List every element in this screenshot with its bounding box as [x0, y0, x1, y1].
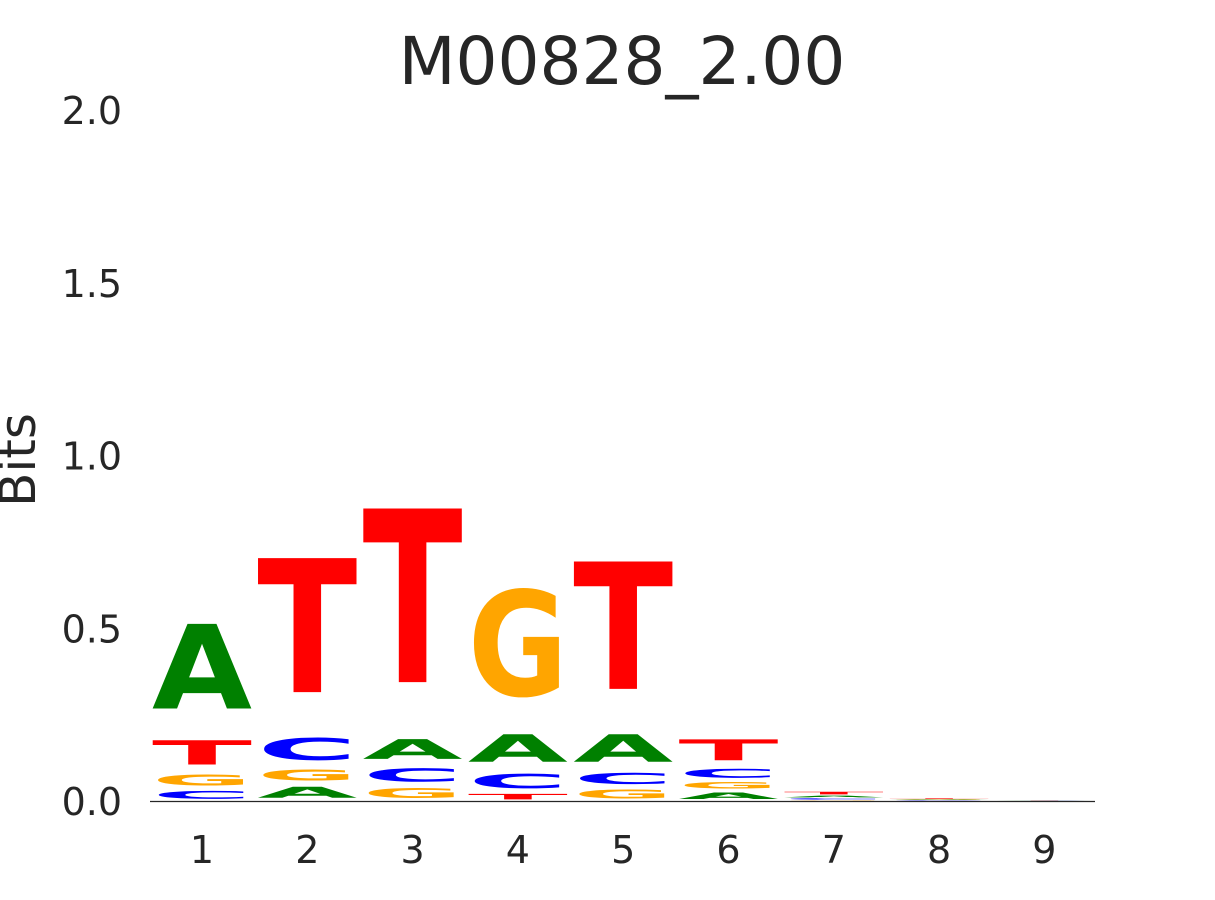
letter-G: G: [889, 800, 989, 801]
letter-C: C: [363, 765, 463, 786]
letter-C: C: [784, 798, 884, 800]
letter-A: A: [889, 799, 989, 800]
y-tick-label: 0.5: [62, 607, 122, 651]
x-tick-label: 8: [927, 828, 951, 872]
letter-C: C: [468, 770, 568, 793]
chart-title: M00828_2.00: [399, 23, 846, 100]
x-tick-label: 6: [716, 828, 740, 872]
x-tick-label: 1: [190, 828, 214, 872]
letter-G: G: [363, 786, 463, 802]
letter-G: G: [257, 767, 357, 785]
x-tick-label: 4: [506, 828, 530, 872]
letter-G: G: [679, 780, 779, 790]
y-tick-label: 1.0: [62, 435, 122, 479]
y-axis-ticks: 0.0 0.5 1.0 1.5 2.0: [62, 89, 122, 824]
letter-G: G: [468, 561, 568, 730]
letter-G: G: [573, 787, 673, 801]
letter-C: C: [679, 766, 779, 780]
letter-T: T: [784, 791, 884, 795]
letter-T: T: [679, 734, 779, 767]
y-axis-label: Bits: [0, 413, 47, 507]
letter-A: A: [679, 791, 779, 802]
x-tick-label: 2: [295, 828, 319, 872]
letter-stacks: CGTAAGCTGCATTCAGGCATAGCTGCATCGATACGT: [152, 462, 1095, 802]
letter-C: C: [257, 732, 357, 767]
letter-T: T: [573, 527, 673, 731]
letter-T: T: [152, 734, 252, 773]
letter-A: A: [573, 727, 673, 771]
x-axis-ticks: 1 2 3 4 5 6 7 8 9: [190, 828, 1057, 872]
letter-T: T: [257, 523, 357, 736]
letter-T: T: [363, 462, 463, 739]
letter-T: T: [889, 798, 989, 799]
letter-A: A: [257, 784, 357, 802]
letter-A: A: [363, 734, 463, 766]
letter-A: A: [152, 601, 252, 736]
letter-C: C: [152, 789, 252, 801]
letter-A: A: [784, 795, 884, 798]
letter-A: A: [468, 727, 568, 771]
letter-G: G: [152, 772, 252, 790]
letter-T: T: [468, 792, 568, 801]
x-tick-label: 5: [611, 828, 635, 872]
letter-C: C: [889, 800, 989, 801]
x-tick-label: 9: [1032, 828, 1056, 872]
x-tick-label: 7: [822, 828, 846, 872]
logo-column: ACGT: [994, 800, 1094, 801]
y-tick-label: 1.5: [62, 262, 122, 306]
letter-G: G: [784, 800, 884, 801]
y-tick-label: 0.0: [62, 780, 122, 824]
y-tick-label: 2.0: [62, 89, 122, 133]
letter-C: C: [573, 770, 673, 788]
x-tick-label: 3: [401, 828, 425, 872]
